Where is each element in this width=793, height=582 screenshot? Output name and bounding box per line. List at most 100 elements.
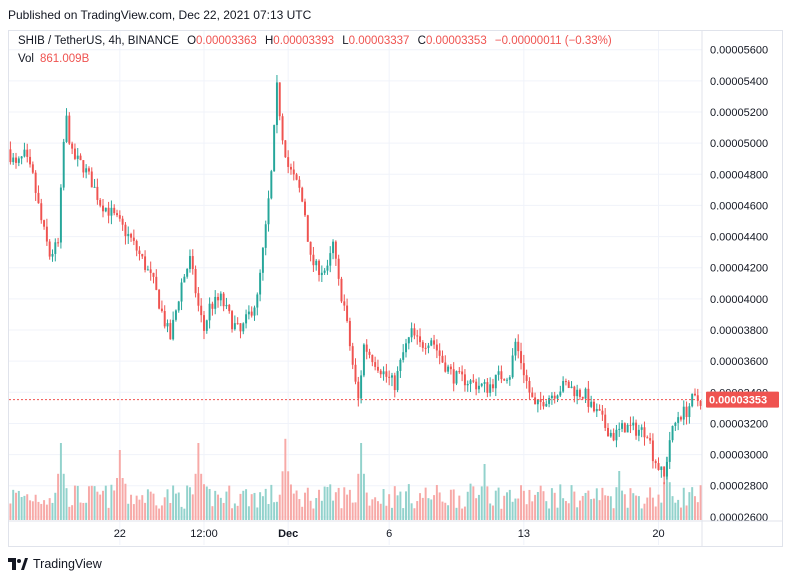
volume-bar [110, 484, 113, 520]
volume-bar [691, 487, 694, 520]
volume-bar [604, 495, 607, 520]
candle-body [15, 157, 17, 163]
volume-bar [149, 491, 152, 520]
volume-bar [441, 501, 444, 520]
volume-bar [477, 494, 480, 520]
volume-bar [643, 503, 646, 520]
volume-bar [578, 500, 581, 520]
volume-bar [581, 495, 584, 520]
volume-bar [494, 490, 497, 520]
y-tick-label: 0.00005200 [710, 107, 768, 119]
candle-body [113, 207, 116, 214]
candle-body [304, 201, 306, 216]
candle-body [522, 363, 525, 376]
volume-bar [208, 488, 211, 520]
volume-bar [186, 485, 189, 520]
candle-body [396, 370, 399, 391]
volume-bar [138, 499, 141, 520]
candle-body [427, 345, 430, 349]
candle-body [278, 82, 281, 117]
volume-bar [48, 498, 51, 520]
volume-bar [261, 496, 264, 520]
candle-body [281, 116, 284, 141]
volume-bar [15, 492, 17, 520]
volume-bar [623, 494, 626, 520]
candle-body [90, 171, 93, 188]
candle-body [337, 258, 340, 279]
candle-body [68, 115, 71, 144]
volume-bar [435, 484, 438, 520]
volume-bar [73, 485, 76, 520]
volume-bar [688, 492, 691, 520]
candle-body [399, 359, 402, 371]
volume-bar [438, 492, 441, 520]
volume-bar [320, 500, 323, 520]
volume-bar [264, 488, 267, 520]
chart-grid [9, 31, 702, 545]
candle-body [525, 375, 528, 381]
candle-body [194, 269, 197, 294]
candle-body [486, 382, 489, 393]
candle-body [200, 305, 203, 316]
candle-body [289, 166, 292, 170]
volume-bar [699, 485, 702, 520]
candle-body [685, 406, 688, 418]
volume-bar [85, 502, 88, 520]
candle-body [682, 406, 685, 420]
symbol-label[interactable]: SHIB / TetherUS, 4h, BINANCE [18, 35, 179, 47]
volume-bar [511, 501, 514, 520]
candle-body [177, 301, 180, 311]
volume-bar [127, 503, 130, 520]
candle-body [548, 398, 551, 404]
price-axis[interactable]: 0.00005600 0.00005400 0.00005200 0.00005000… [701, 30, 768, 546]
volume-bar [65, 488, 68, 520]
candle-body [564, 381, 567, 383]
volume-bar [301, 506, 304, 520]
candle-body [643, 427, 646, 438]
candle-body [649, 438, 652, 441]
candle-body [584, 388, 587, 399]
candle-body [208, 303, 211, 321]
volume-bar [351, 502, 354, 520]
candle-body [26, 149, 29, 157]
volume-bar [116, 478, 119, 520]
volume-bar [298, 499, 301, 520]
time-axis[interactable]: 22 12:00 Dec 6 13 20 [9, 520, 782, 540]
volume-bar [130, 494, 133, 520]
candle-body [197, 293, 200, 306]
candle-body [368, 351, 371, 355]
candle-body [556, 395, 559, 399]
volume-bar [376, 501, 379, 520]
candle-body [494, 374, 497, 389]
volume-bar [466, 491, 469, 520]
candle-body [435, 344, 438, 351]
candle-body [590, 401, 593, 407]
candle-body [365, 344, 368, 352]
candle-body [447, 366, 450, 372]
candle-body [385, 371, 388, 377]
volume-bar [379, 503, 382, 520]
candle-body [424, 347, 427, 349]
volume-bar [559, 484, 562, 520]
candle-body [696, 395, 699, 401]
candle-body [261, 247, 264, 273]
candle-body [99, 199, 102, 206]
volume-bar [334, 492, 337, 520]
volume-bar [121, 478, 124, 520]
x-tick-label: 12:00 [190, 528, 218, 540]
y-tick-label: 0.00004400 [710, 232, 768, 244]
change-value: −0.00000011 (−0.33%) [494, 35, 612, 47]
volume-value: 861.009B [40, 53, 90, 65]
volume-bar [99, 494, 102, 520]
candle-body [438, 350, 441, 356]
volume-bar [562, 498, 565, 520]
volume-bar [17, 490, 20, 520]
volume-bar [520, 485, 523, 520]
volume-bar [592, 498, 595, 520]
volume-bar [242, 490, 245, 520]
candle-body [528, 380, 531, 393]
candle-body [54, 242, 57, 254]
candle-body [231, 311, 234, 330]
volume-bar [253, 492, 256, 520]
